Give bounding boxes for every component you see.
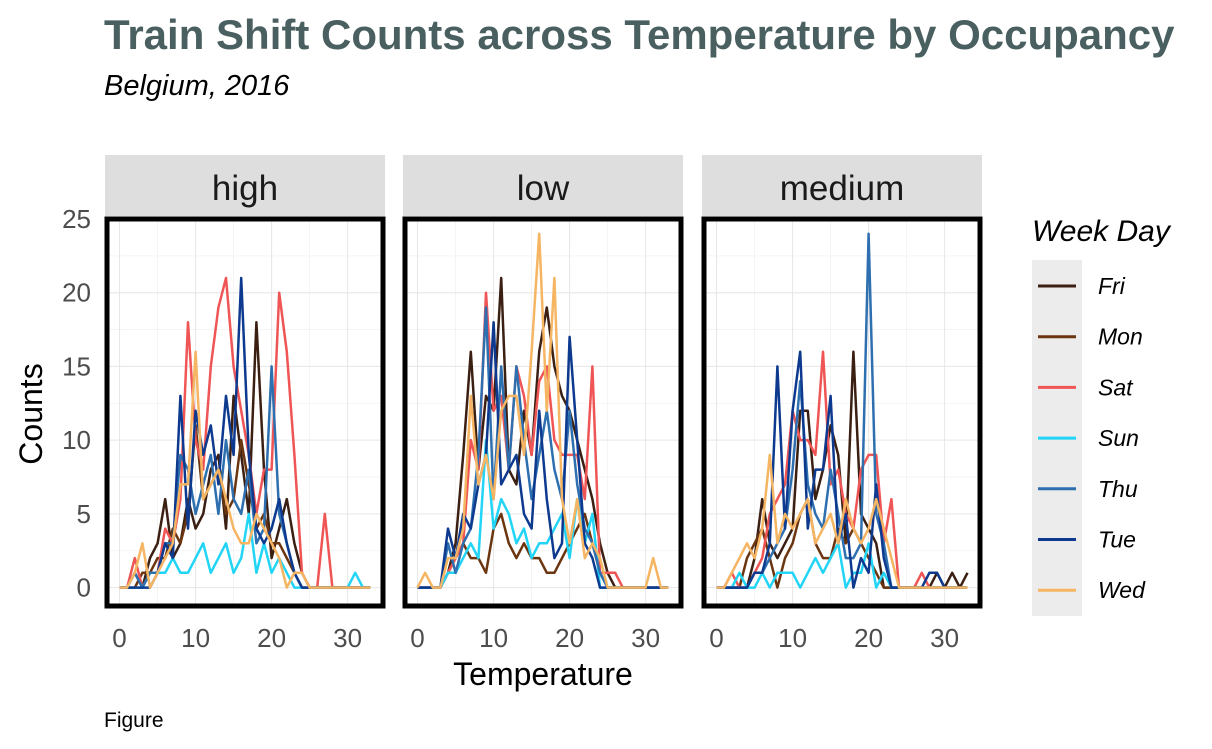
strip-background [105,155,385,216]
y-tick-label: 0 [77,573,91,603]
legend-items: Fri Mon Sat Sun Thu Tue Wed [1038,273,1146,603]
y-tick-label: 15 [62,351,91,381]
x-tick-label: 0 [709,623,723,653]
x-tick-label: 0 [410,623,424,653]
x-tick-label: 20 [257,623,286,653]
y-tick-label: 20 [62,278,91,308]
legend-item-sun: Sun [1038,425,1139,451]
legend-label: Sun [1098,425,1139,451]
x-axis-title: Temperature [453,656,633,692]
x-tick-label: 10 [479,623,508,653]
legend-item-thu: Thu [1038,476,1138,502]
legend-title: Week Day [1032,215,1172,248]
x-tick-label: 30 [631,623,660,653]
legend-label: Thu [1098,476,1138,502]
series-line-fri [716,350,969,589]
panel-high: high 0 10 20 30 [104,155,386,653]
panel-border [402,216,684,609]
panel-border [701,216,983,609]
y-tick-label: 5 [77,499,91,529]
x-tick-label: 10 [778,623,807,653]
legend-label: Wed [1098,577,1146,603]
panel-border [104,216,386,609]
gridlines [107,218,383,606]
series-line-thu [716,232,968,589]
y-axis-title: Counts [13,363,49,464]
x-tick-label: 20 [555,623,584,653]
chart-caption: Figure [104,709,164,732]
legend-label: Tue [1098,527,1136,553]
y-tick-label: 25 [62,204,91,234]
legend-label: Mon [1098,324,1143,350]
series-line-sun [716,542,968,589]
legend: Week Day Fri Mon Sat Sun Thu Tue Wed [1032,215,1172,616]
strip-background [403,155,683,216]
strip-label: medium [780,169,904,208]
strip-label: low [517,169,570,208]
legend-item-tue: Tue [1038,527,1136,553]
series-line-tue [716,350,968,589]
series-line-wed [716,453,968,589]
series-line-wed [416,232,669,589]
legend-label: Sat [1098,374,1134,400]
series-line-mon [119,424,371,589]
facet-panels: high 0 10 20 30 low 0 10 20 30 medium 0 10 20 30 0 5 10 15… [62,155,983,653]
x-tick-label: 20 [854,623,883,653]
y-tick-label: 10 [62,425,91,455]
series-line-wed [119,350,371,589]
chart-subtitle: Belgium, 2016 [104,70,290,102]
legend-item-mon: Mon [1038,324,1143,350]
legend-label: Fri [1098,273,1126,299]
x-tick-label: 30 [333,623,362,653]
legend-item-sat: Sat [1038,374,1134,400]
legend-item-wed: Wed [1038,577,1146,603]
strip-label: high [212,169,278,208]
legend-item-fri: Fri [1038,273,1126,299]
chart-title: Train Shift Counts across Temperature by… [104,11,1175,58]
x-tick-label: 0 [112,623,126,653]
strip-background [702,155,982,216]
x-tick-label: 30 [930,623,959,653]
panel-medium: medium 0 10 20 30 [701,155,983,653]
series-line-sat [119,276,371,589]
x-tick-label: 10 [181,623,210,653]
panel-low: low 0 10 20 30 [402,155,684,653]
